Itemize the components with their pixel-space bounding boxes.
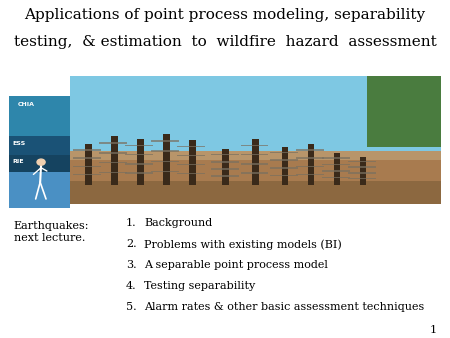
Bar: [322, 177, 350, 178]
Bar: [367, 76, 441, 147]
Bar: [151, 140, 179, 142]
Text: testing,  & estimation  to  wildfire  hazard  assessment: testing, & estimation to wildfire hazard…: [14, 35, 436, 49]
Bar: [73, 166, 101, 167]
Bar: [70, 76, 441, 204]
Bar: [222, 149, 229, 185]
Bar: [270, 151, 298, 153]
Bar: [334, 153, 340, 185]
Bar: [177, 146, 205, 147]
Bar: [296, 149, 324, 151]
Bar: [189, 140, 196, 185]
Bar: [177, 173, 205, 174]
Text: 1: 1: [429, 324, 436, 335]
Bar: [70, 76, 441, 150]
Bar: [9, 137, 70, 155]
Bar: [360, 157, 366, 185]
Bar: [151, 161, 179, 162]
Bar: [252, 139, 259, 185]
Bar: [9, 155, 70, 172]
Bar: [151, 150, 179, 152]
Bar: [308, 144, 315, 185]
Text: 4.: 4.: [126, 281, 137, 291]
Bar: [126, 145, 153, 146]
Bar: [137, 139, 144, 185]
Text: 5.: 5.: [126, 302, 137, 312]
Bar: [296, 158, 324, 159]
Bar: [99, 142, 127, 144]
Bar: [240, 154, 268, 155]
Bar: [9, 96, 70, 208]
Text: 2.: 2.: [126, 239, 137, 249]
Bar: [99, 152, 127, 154]
Bar: [151, 171, 179, 172]
Bar: [177, 164, 205, 165]
Bar: [211, 161, 239, 163]
Text: 3.: 3.: [126, 260, 137, 270]
Text: A separable point process model: A separable point process model: [144, 260, 328, 270]
Bar: [296, 166, 324, 167]
Bar: [322, 170, 350, 172]
Text: 1.: 1.: [126, 218, 137, 228]
Bar: [322, 158, 350, 159]
Bar: [296, 174, 324, 175]
Bar: [282, 147, 288, 185]
Text: CHIA: CHIA: [18, 102, 35, 107]
Circle shape: [37, 159, 45, 165]
Bar: [85, 144, 92, 185]
Text: Alarm rates & other basic assessment techniques: Alarm rates & other basic assessment tec…: [144, 302, 424, 312]
Bar: [240, 172, 268, 174]
Bar: [270, 159, 298, 161]
Bar: [348, 178, 376, 179]
Bar: [270, 175, 298, 176]
Bar: [348, 172, 376, 174]
Bar: [211, 168, 239, 170]
Bar: [240, 163, 268, 165]
Text: Testing separability: Testing separability: [144, 281, 255, 291]
Text: Applications of point process modeling, separability: Applications of point process modeling, …: [24, 8, 426, 22]
Bar: [73, 158, 101, 159]
Bar: [70, 182, 441, 204]
Bar: [211, 175, 239, 177]
Text: Background: Background: [144, 218, 212, 228]
Bar: [70, 160, 441, 204]
Bar: [348, 167, 376, 168]
Bar: [73, 174, 101, 175]
Bar: [99, 162, 127, 163]
Bar: [99, 172, 127, 173]
Bar: [126, 154, 153, 155]
Bar: [211, 154, 239, 155]
Bar: [348, 161, 376, 162]
Bar: [270, 167, 298, 169]
Text: ESS: ESS: [12, 141, 25, 146]
Bar: [126, 172, 153, 174]
Bar: [240, 145, 268, 146]
Text: Problems with existing models (BI): Problems with existing models (BI): [144, 239, 342, 249]
Text: RIE: RIE: [12, 159, 23, 164]
Bar: [177, 155, 205, 156]
Bar: [163, 134, 170, 185]
Text: Earthquakes:
next lecture.: Earthquakes: next lecture.: [14, 221, 89, 243]
Bar: [322, 164, 350, 165]
Bar: [9, 96, 70, 139]
Bar: [126, 163, 153, 165]
Bar: [111, 137, 117, 185]
Bar: [73, 149, 101, 151]
